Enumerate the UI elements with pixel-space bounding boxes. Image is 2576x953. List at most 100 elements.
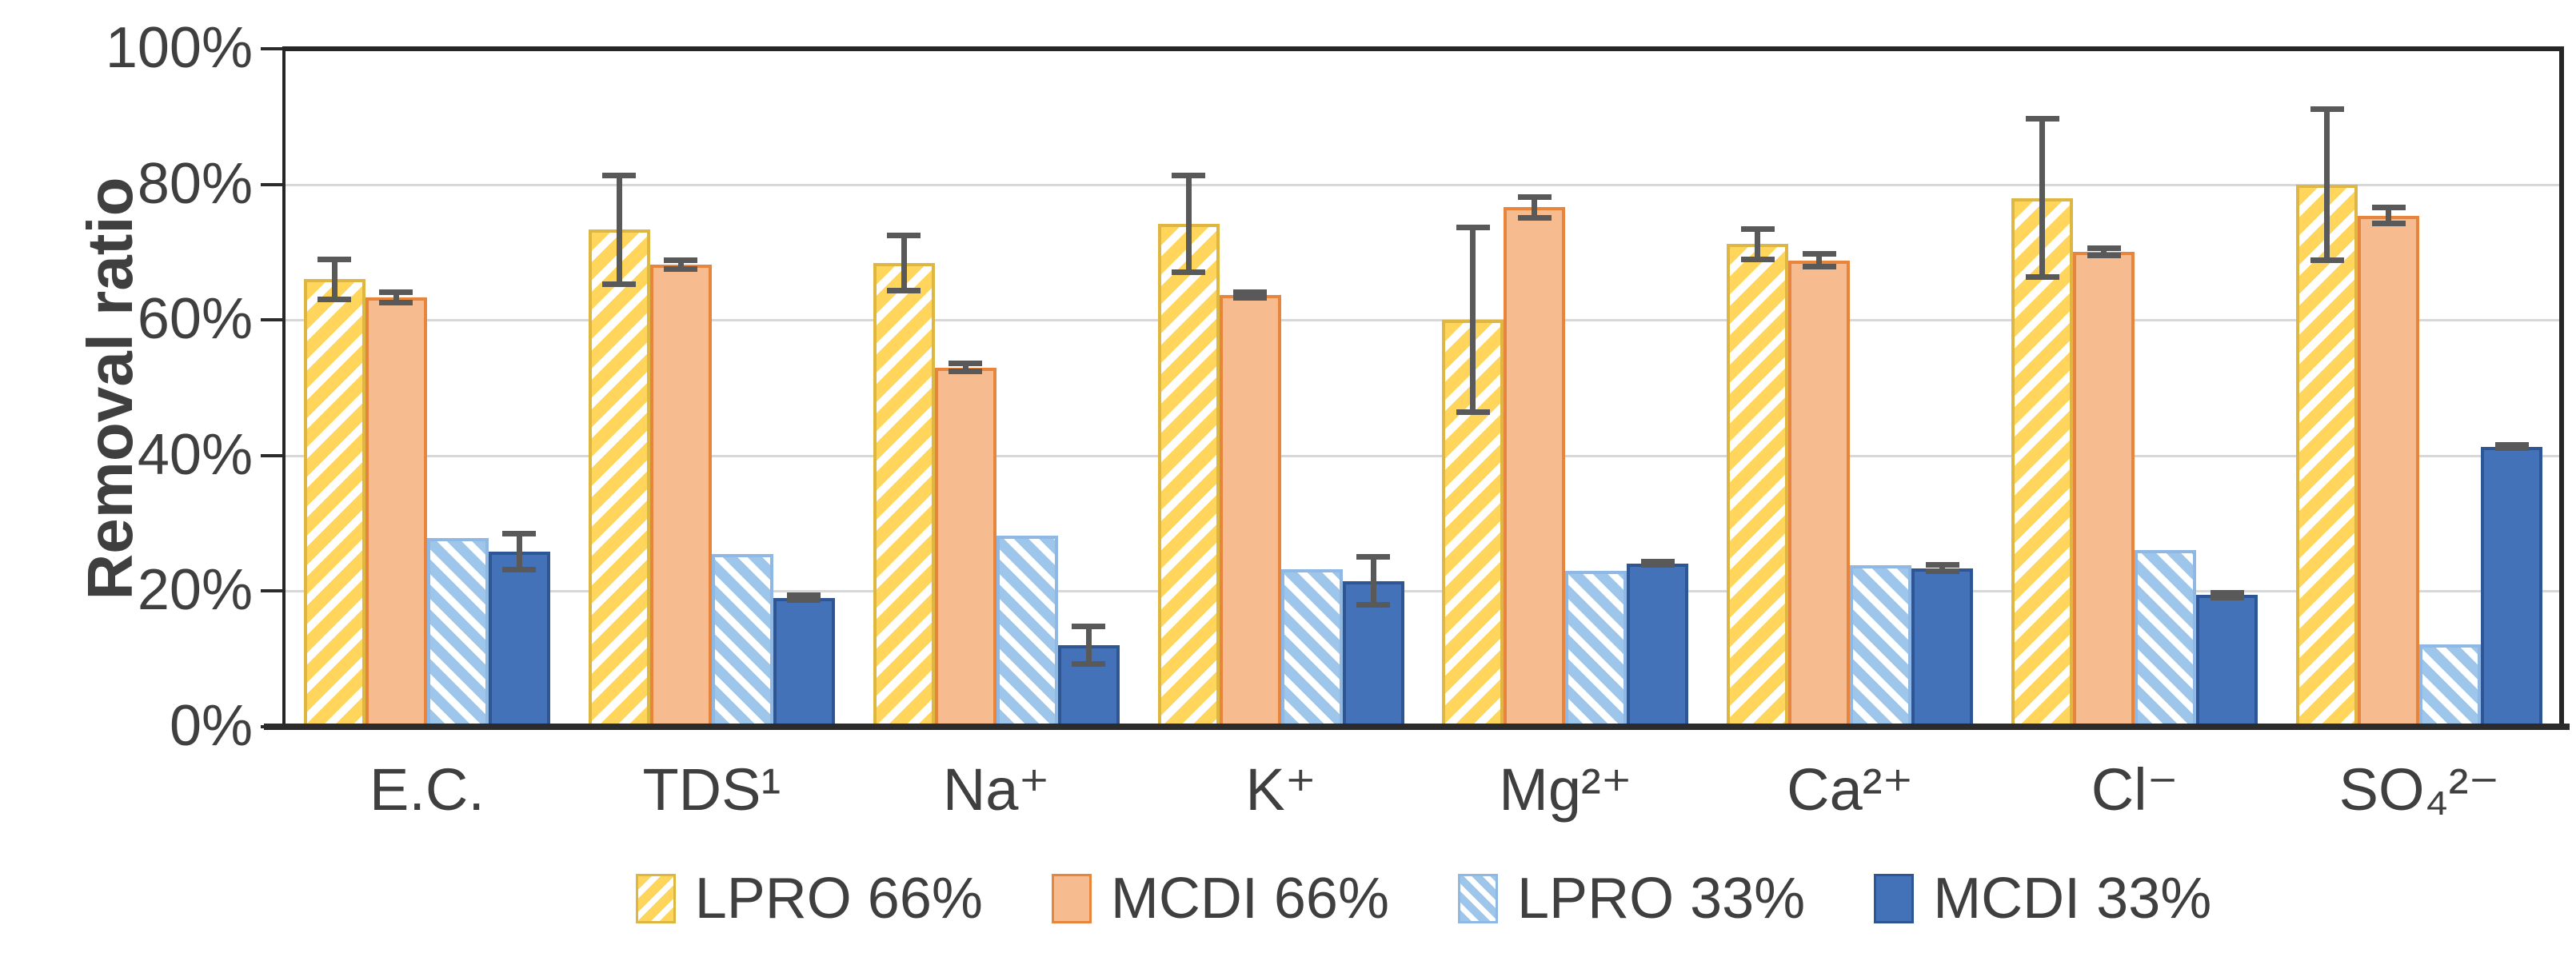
bar-lpro-33-tds <box>711 553 773 727</box>
x-label-ca: Ca²⁺ <box>1787 756 1914 823</box>
x-label-cl: Cl⁻ <box>2091 756 2179 823</box>
error-cap-top-mcdi-66-so <box>2371 205 2406 211</box>
plot-border-top <box>282 46 2564 51</box>
y-tick-label-20: 20% <box>137 558 253 623</box>
error-bar-mcdi-66-cl <box>2101 248 2107 257</box>
error-cap-bottom-lpro-66-k <box>1172 269 1206 275</box>
gridline-60 <box>286 319 2562 322</box>
error-cap-bottom-mcdi-33-mg <box>1640 562 1675 568</box>
bar-mcdi-66-k <box>1219 294 1281 727</box>
error-bar-lpro-66-mg <box>1470 227 1476 413</box>
y-axis-line <box>282 46 286 730</box>
error-cap-top-mcdi-33-cl <box>2210 590 2244 596</box>
legend: LPRO 66% MCDI 66% LPRO 33% MCDI 33% <box>286 862 2562 935</box>
error-cap-top-mcdi-66-mg <box>1517 193 1552 200</box>
error-cap-top-lpro-66-k <box>1172 172 1206 178</box>
y-tick-label-80: 80% <box>137 151 253 216</box>
bar-lpro-66-na <box>873 262 935 727</box>
bar-lpro-33-cl <box>2135 549 2197 727</box>
legend-marker-mcdi-66 <box>1051 874 1092 923</box>
bar-lpro-66-cl <box>2011 197 2074 727</box>
error-cap-top-mcdi-66-cl <box>2087 245 2121 252</box>
error-bar-lpro-66-na <box>901 235 907 291</box>
y-tick-60 <box>261 318 283 322</box>
y-tick-40 <box>261 453 283 457</box>
error-cap-bottom-mcdi-33-k <box>1356 602 1391 608</box>
y-tick-100 <box>261 47 283 50</box>
legend-marker-mcdi-33 <box>1874 874 1915 923</box>
error-cap-bottom-mcdi-33-na <box>1072 660 1106 667</box>
bar-mcdi-33-mg <box>1627 563 1689 727</box>
legend-label-mcdi-66: MCDI 66% <box>1110 867 1389 931</box>
error-cap-top-mcdi-66-na <box>949 360 983 366</box>
error-cap-top-mcdi-66-ca <box>1802 251 1836 257</box>
gridline-20 <box>286 590 2562 593</box>
error-cap-bottom-mcdi-66-na <box>949 369 983 375</box>
bar-mcdi-66-e-c <box>365 297 427 727</box>
error-bar-mcdi-66-tds <box>677 259 684 269</box>
y-axis-title: Removal ratio <box>74 177 146 600</box>
y-tick-label-60: 60% <box>137 287 253 352</box>
x-label-k: K⁺ <box>1245 756 1316 823</box>
legend-item-mcdi-66: MCDI 66% <box>1051 867 1389 931</box>
error-bar-mcdi-66-e-c <box>393 292 399 303</box>
legend-label-lpro-66: LPRO 66% <box>694 867 983 931</box>
error-cap-top-mcdi-66-tds <box>664 257 698 263</box>
x-label-e-c: E.C. <box>369 756 485 823</box>
error-cap-top-mcdi-33-tds <box>787 592 821 599</box>
error-bar-lpro-66-k <box>1185 174 1192 273</box>
error-bar-mcdi-33-na <box>1085 626 1092 664</box>
bar-mcdi-66-so <box>2358 215 2420 727</box>
bar-mcdi-66-tds <box>649 264 712 727</box>
error-cap-bottom-lpro-66-e-c <box>318 296 352 302</box>
y-tick-label-100: 100% <box>105 16 253 80</box>
error-cap-top-lpro-66-mg <box>1456 225 1490 231</box>
bar-lpro-66-tds <box>588 229 650 727</box>
error-cap-bottom-mcdi-33-e-c <box>502 567 537 573</box>
bar-mcdi-33-so <box>2481 446 2543 727</box>
legend-label-mcdi-33: MCDI 33% <box>1933 867 2212 931</box>
bar-lpro-66-ca <box>1727 244 1789 727</box>
gridline-40 <box>286 454 2562 457</box>
bar-lpro-33-na <box>996 535 1058 727</box>
bar-lpro-33-k <box>1280 569 1343 727</box>
error-cap-top-mcdi-33-ca <box>1925 562 1959 568</box>
legend-marker-lpro-66 <box>635 874 676 923</box>
error-cap-bottom-mcdi-66-k <box>1233 295 1268 301</box>
error-bar-lpro-66-ca <box>1755 228 1761 260</box>
bar-lpro-33-so <box>2419 644 2482 727</box>
x-label-na: Na⁺ <box>942 756 1050 823</box>
bar-mcdi-33-tds <box>773 597 835 727</box>
error-cap-bottom-mcdi-33-tds <box>787 597 821 604</box>
error-cap-top-mcdi-33-so <box>2494 442 2529 449</box>
error-cap-top-mcdi-33-e-c <box>502 531 537 537</box>
bar-lpro-66-e-c <box>303 279 365 727</box>
y-tick-20 <box>261 589 283 593</box>
error-cap-bottom-lpro-66-ca <box>1740 256 1775 262</box>
bar-mcdi-33-ca <box>1911 568 1974 727</box>
error-bar-mcdi-33-k <box>1370 556 1376 606</box>
gridline-80 <box>286 183 2562 186</box>
error-bar-lpro-66-so <box>2324 109 2330 261</box>
bar-lpro-33-e-c <box>426 538 489 727</box>
error-cap-bottom-lpro-66-cl <box>2025 273 2059 280</box>
error-cap-bottom-lpro-66-tds <box>602 281 637 288</box>
error-cap-top-mcdi-33-na <box>1072 624 1106 630</box>
error-cap-bottom-mcdi-66-e-c <box>379 300 413 305</box>
plot-border-right <box>2559 46 2564 730</box>
error-bar-mcdi-66-ca <box>1816 253 1823 268</box>
error-cap-top-lpro-66-tds <box>602 172 637 178</box>
bar-mcdi-66-cl <box>2073 252 2135 727</box>
bar-mcdi-66-na <box>934 367 996 727</box>
error-bar-mcdi-66-na <box>962 362 968 373</box>
error-cap-bottom-lpro-66-so <box>2310 257 2344 264</box>
error-cap-bottom-mcdi-66-cl <box>2087 253 2121 259</box>
error-bar-lpro-66-cl <box>2039 118 2046 277</box>
error-bar-mcdi-66-k <box>1247 291 1253 299</box>
bar-mcdi-33-cl <box>2196 595 2258 727</box>
error-bar-mcdi-33-ca <box>1939 564 1946 572</box>
legend-item-lpro-66: LPRO 66% <box>635 867 983 931</box>
error-cap-top-mcdi-66-k <box>1233 289 1268 295</box>
bar-lpro-33-ca <box>1850 565 1912 727</box>
